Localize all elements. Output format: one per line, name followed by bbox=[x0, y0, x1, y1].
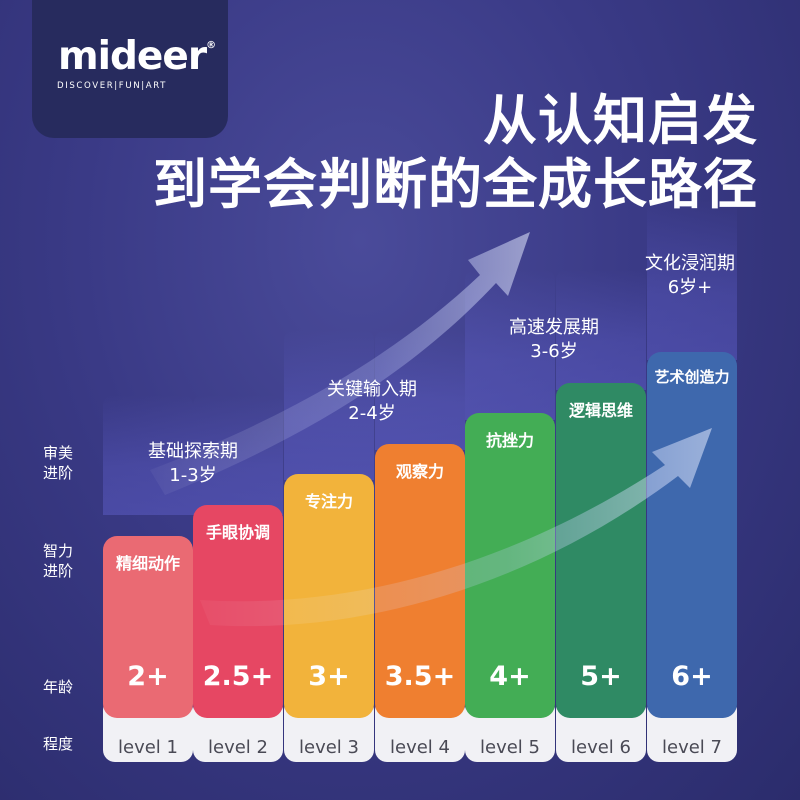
brand-tagline: DISCOVER|FUN|ART bbox=[57, 81, 168, 91]
row-label-aesthetic: 审美 进阶 bbox=[42, 444, 73, 482]
upper-growth-arrow bbox=[150, 232, 530, 495]
age-label: 3.5+ bbox=[384, 661, 456, 692]
age-label: 2.5+ bbox=[202, 661, 274, 692]
headline-line-2: 到学会判断的全成长路径 bbox=[153, 153, 758, 216]
level-column: 逻辑思维 5+ bbox=[556, 383, 646, 718]
trait-label: 逻辑思维 bbox=[568, 401, 633, 420]
trait-label: 抗挫力 bbox=[485, 431, 534, 450]
stage-label: 高速发展期 3-6岁 bbox=[509, 317, 599, 362]
row-label-age: 年龄 bbox=[42, 678, 73, 696]
trait-label: 观察力 bbox=[395, 462, 444, 481]
age-label: 4+ bbox=[489, 661, 531, 692]
age-label: 6+ bbox=[671, 661, 713, 692]
trait-label: 手眼协调 bbox=[205, 523, 270, 542]
logo-panel bbox=[32, 0, 228, 138]
trait-label: 艺术创造力 bbox=[654, 368, 730, 386]
level-column: 艺术创造力 6+ bbox=[647, 352, 737, 718]
stage-label: 基础探索期 1-3岁 bbox=[148, 441, 238, 486]
lower-growth-arrow bbox=[200, 428, 712, 627]
trait-label: 专注力 bbox=[304, 492, 353, 511]
stage-label: 文化浸润期 6岁+ bbox=[645, 253, 735, 298]
row-label-degree: 程度 bbox=[42, 735, 73, 753]
brand-logo: mideer® bbox=[58, 34, 216, 79]
row-label-intellect: 智力 进阶 bbox=[42, 542, 73, 580]
age-label: 5+ bbox=[580, 661, 622, 692]
age-label: 2+ bbox=[127, 661, 169, 692]
stage-label: 关键输入期 2-4岁 bbox=[327, 379, 417, 424]
level-column: 精细动作 2+ bbox=[103, 536, 193, 718]
column-glow bbox=[647, 200, 737, 360]
column-glow bbox=[556, 270, 646, 390]
age-label: 3+ bbox=[308, 661, 350, 692]
headline-line-1: 从认知启发 bbox=[483, 89, 758, 152]
trait-label: 精细动作 bbox=[115, 554, 180, 573]
column-glow bbox=[103, 395, 193, 515]
